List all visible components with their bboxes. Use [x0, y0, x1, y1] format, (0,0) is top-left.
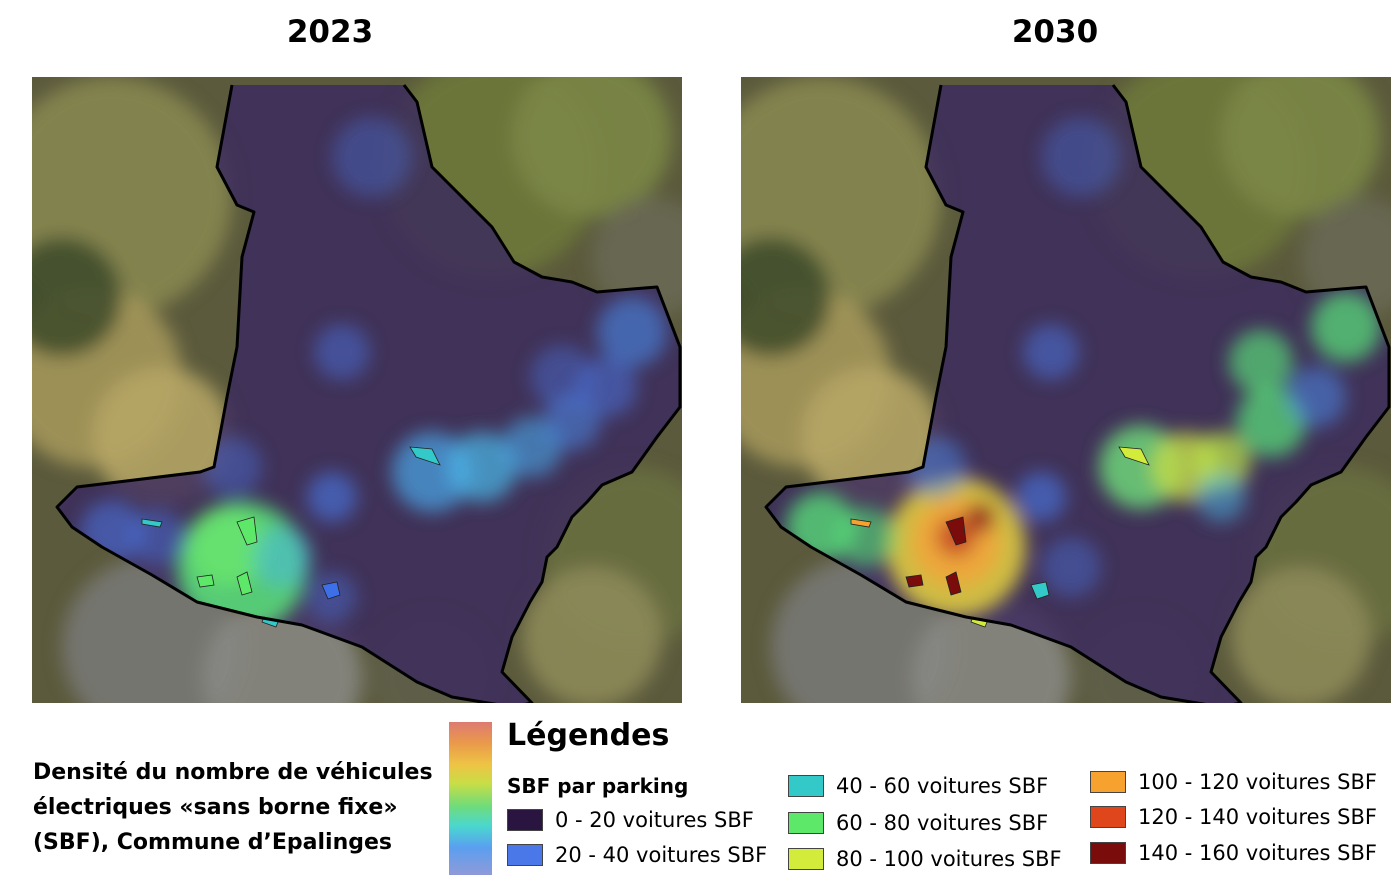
legend-swatch: [1090, 806, 1126, 828]
commune-boundary: [55, 84, 682, 703]
density-hotspot: [836, 507, 896, 567]
density-hotspot: [1229, 330, 1293, 394]
legend-swatch: [507, 809, 543, 831]
map-canvas: [32, 77, 682, 703]
legend-item-140-160: 140 - 160 voitures SBF: [1090, 840, 1377, 866]
legend-item-40-60: 40 - 60 voitures SBF: [788, 773, 1048, 799]
parking-parcel: [945, 571, 962, 596]
terrain-patch: [1231, 567, 1371, 703]
density-hotspot: [966, 502, 996, 532]
legend-swatch: [788, 775, 824, 797]
legend-item-100-120: 100 - 120 voitures SBF: [1090, 769, 1377, 795]
terrain-patch: [741, 237, 831, 357]
map-canvas: [741, 77, 1391, 703]
terrain-patch: [512, 77, 672, 217]
caption-line-3: (SBF), Commune d’Epalinges: [33, 830, 393, 855]
map-2030: [741, 77, 1391, 703]
parking-parcel: [196, 574, 215, 588]
parking-parcel: [409, 446, 441, 466]
density-hotspot: [1311, 292, 1381, 362]
legend-label: 0 - 20 voitures SBF: [555, 808, 754, 832]
density-hotspot: [307, 472, 357, 522]
legend-label: 140 - 160 voitures SBF: [1138, 841, 1377, 865]
density-gradient-bar: [449, 722, 492, 875]
legend-item-60-80: 60 - 80 voitures SBF: [788, 810, 1048, 836]
density-hotspot: [447, 432, 517, 502]
parking-parcel: [1118, 446, 1150, 466]
legend-label: 40 - 60 voitures SBF: [836, 774, 1049, 798]
legend-subtitle: SBF par parking: [507, 774, 689, 798]
parking-parcel: [236, 571, 253, 596]
legend-label: 60 - 80 voitures SBF: [836, 811, 1049, 835]
legend-swatch: [507, 844, 543, 866]
terrain-patch: [1221, 77, 1381, 217]
density-hotspot: [530, 345, 594, 409]
parking-parcel: [141, 518, 163, 528]
caption-line-1: Densité du nombre de véhicules: [33, 760, 433, 785]
parking-parcel: [850, 518, 872, 528]
density-hotspot: [1041, 537, 1101, 597]
legend-title: Légendes: [507, 718, 670, 753]
legend-label: 100 - 120 voitures SBF: [1138, 770, 1377, 794]
parking-parcel: [321, 581, 341, 600]
legend-label: 120 - 140 voitures SBF: [1138, 805, 1377, 829]
density-hotspot: [1016, 472, 1066, 522]
terrain-patch: [592, 197, 682, 317]
legend-label: 80 - 100 voitures SBF: [836, 847, 1062, 871]
density-hotspot: [1286, 367, 1346, 427]
legend-item-0-20: 0 - 20 voitures SBF: [507, 807, 754, 833]
terrain-patch: [32, 237, 122, 357]
legend-item-20-40: 20 - 40 voitures SBF: [507, 842, 767, 868]
parking-parcel: [1030, 581, 1050, 600]
legend-item-120-140: 120 - 140 voitures SBF: [1090, 804, 1377, 830]
commune-boundary: [764, 84, 1391, 703]
year-title-2023: 2023: [286, 14, 374, 50]
density-hotspot: [1041, 117, 1121, 197]
map-caption: Densité du nombre de véhicules électriqu…: [33, 755, 433, 860]
legend-item-80-100: 80 - 100 voitures SBF: [788, 846, 1062, 872]
legend-swatch: [788, 848, 824, 870]
density-hotspot: [314, 324, 370, 380]
parking-parcel: [236, 516, 258, 546]
terrain-patch: [522, 567, 662, 703]
density-hotspot: [1023, 324, 1079, 380]
legend-swatch: [1090, 771, 1126, 793]
legend-swatch: [1090, 842, 1126, 864]
caption-line-2: électriques «sans borne fixe»: [33, 795, 398, 820]
density-hotspot: [252, 527, 312, 587]
parking-parcel: [945, 516, 967, 546]
legend-label: 20 - 40 voitures SBF: [555, 843, 768, 867]
density-hotspot: [129, 509, 185, 565]
terrain-patch: [1301, 197, 1391, 317]
year-title-2030: 2030: [1011, 14, 1099, 50]
density-hotspot: [597, 297, 667, 367]
map-2023: [32, 77, 682, 703]
legend-swatch: [788, 812, 824, 834]
density-hotspot: [1196, 472, 1246, 522]
parking-parcel: [905, 574, 924, 588]
density-hotspot: [332, 117, 412, 197]
